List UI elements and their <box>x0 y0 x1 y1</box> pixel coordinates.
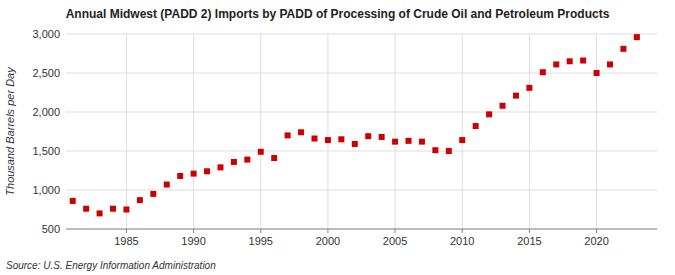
y-grid-line <box>66 112 657 113</box>
point <box>432 147 438 153</box>
x-tick <box>193 229 194 233</box>
x-grid-line <box>260 34 261 229</box>
title: Annual Midwest (PADD 2) Imports by PADD … <box>66 7 610 21</box>
x-tick <box>529 229 530 233</box>
point <box>137 197 143 203</box>
y-tick-label: 2,000 <box>32 106 60 118</box>
point <box>311 136 317 142</box>
source: Source: U.S. Energy Information Administ… <box>6 260 216 271</box>
x-tick-label: 2000 <box>316 235 340 247</box>
x-grid-line <box>327 34 328 229</box>
point <box>620 46 626 52</box>
point <box>513 93 519 99</box>
x-tick <box>462 229 463 233</box>
x-tick <box>327 229 328 233</box>
point <box>567 58 573 64</box>
chart-svg: Annual Midwest (PADD 2) Imports by PADD … <box>0 0 675 275</box>
point <box>97 210 103 216</box>
point <box>191 171 197 177</box>
point <box>164 182 170 188</box>
x-tick-label: 1985 <box>114 235 138 247</box>
x-tick-label: 2005 <box>383 235 407 247</box>
x-tick <box>126 229 127 233</box>
point <box>217 164 223 170</box>
point <box>338 136 344 142</box>
point <box>204 168 210 174</box>
point <box>540 69 546 75</box>
x-tick-label: 2020 <box>584 235 608 247</box>
x-tick-label: 1995 <box>249 235 273 247</box>
point <box>526 85 532 91</box>
x-tick <box>395 229 396 233</box>
x-tick-label: 1990 <box>181 235 205 247</box>
point <box>298 129 304 135</box>
point <box>271 155 277 161</box>
x-tick <box>260 229 261 233</box>
y-grid-line <box>66 34 657 35</box>
x-tick <box>596 229 597 233</box>
point <box>446 148 452 154</box>
point <box>392 139 398 145</box>
point <box>325 137 331 143</box>
point <box>352 141 358 147</box>
point <box>594 70 600 76</box>
point <box>231 159 237 165</box>
point <box>379 134 385 140</box>
y-tick-label: 500 <box>42 223 60 235</box>
point <box>365 133 371 139</box>
x-grid-line <box>596 34 597 229</box>
point <box>285 132 291 138</box>
point <box>406 138 412 144</box>
point <box>258 149 264 155</box>
y-tick-label: 3,000 <box>32 28 60 40</box>
y-tick-label: 1,500 <box>32 145 60 157</box>
x-grid-line <box>395 34 396 229</box>
y-grid-line <box>66 151 657 152</box>
x-axis-line <box>66 229 657 230</box>
point <box>500 103 506 109</box>
points <box>70 34 640 216</box>
point <box>110 206 116 212</box>
x-grid-line <box>193 34 194 229</box>
point <box>123 207 129 213</box>
point <box>607 61 613 67</box>
x-grid-line <box>126 34 127 229</box>
point <box>459 137 465 143</box>
grid <box>66 34 657 229</box>
x-tick-label: 2010 <box>450 235 474 247</box>
point <box>244 157 250 163</box>
point <box>177 173 183 179</box>
y-axis-label: Thousand Barrels per Day <box>4 66 16 196</box>
chart-container: Annual Midwest (PADD 2) Imports by PADD … <box>0 0 675 275</box>
y-tick-label: 2,500 <box>32 67 60 79</box>
point <box>553 61 559 67</box>
x-grid-line <box>462 34 463 229</box>
y-tick-label: 1,000 <box>32 184 60 196</box>
point <box>83 206 89 212</box>
point <box>634 34 640 40</box>
axes: 500 1,000 1,500 2,000 2,500 3,000 1985 1990 1995… <box>32 28 657 247</box>
x-grid-line <box>529 34 530 229</box>
point <box>580 58 586 64</box>
y-grid-line <box>66 190 657 191</box>
y-grid-line <box>66 229 657 230</box>
point <box>419 139 425 145</box>
point <box>150 191 156 197</box>
point <box>486 111 492 117</box>
y-grid-line <box>66 73 657 74</box>
x-tick-label: 2015 <box>517 235 541 247</box>
point <box>70 198 76 204</box>
point <box>473 123 479 129</box>
